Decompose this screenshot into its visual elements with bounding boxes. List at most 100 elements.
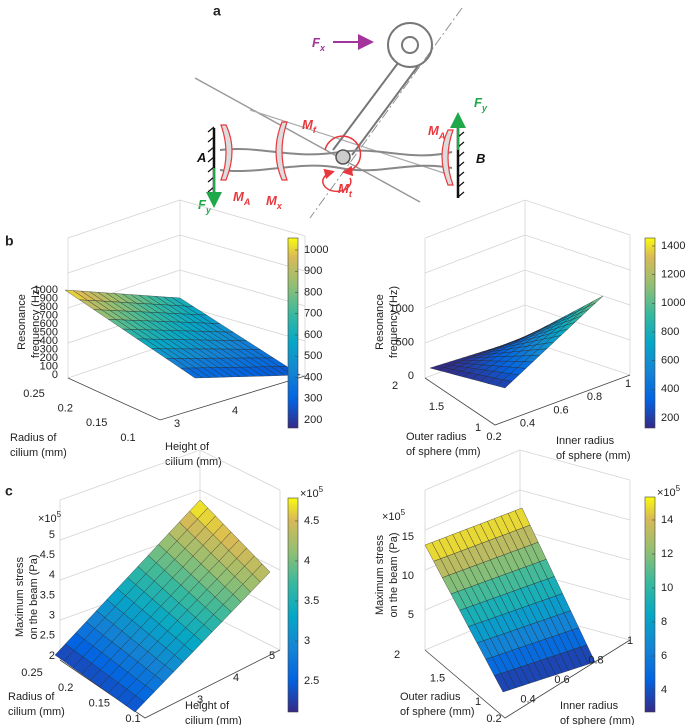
x-tick-label: 2	[392, 380, 398, 392]
colorbar-tick-label: 3	[304, 635, 310, 647]
symbol-subscript: A	[243, 197, 251, 207]
y-axis-label: cilium (mm)	[185, 715, 242, 725]
colorbar-tick-label: 900	[304, 265, 322, 277]
colorbar-tick-label: 400	[304, 371, 322, 383]
panel-label: b	[5, 233, 14, 249]
exponent-base: ×10	[38, 513, 57, 525]
surface-plot: 2 2.5 3 3.5 4 4.5 5 0.25 0.2 0.15 0.1 3 4 5 Maximum st…	[8, 449, 324, 725]
x-tick-label: 1	[475, 696, 481, 708]
grid-line	[424, 489, 631, 531]
z-axis-label: Maximum stress	[374, 534, 386, 615]
symbol-label: A	[196, 150, 206, 165]
z-axis-label: Maximum stress	[14, 556, 26, 637]
symbol-label: MA	[233, 189, 250, 207]
exponent-base: ×10	[300, 488, 319, 500]
x-axis-label: of sphere (mm)	[400, 706, 475, 718]
y-axis-label: Inner radius	[560, 700, 619, 712]
moment-arrow	[322, 168, 352, 193]
x-axis-label: Radius of	[10, 432, 57, 444]
z-tick-label: 5	[49, 529, 55, 541]
y-tick-label: 0.8	[587, 391, 602, 403]
y-tick-label: 0.4	[520, 693, 535, 705]
grid-line	[59, 489, 281, 541]
surface-plot: 0 500 1000 2 1.5 1 0.2 0.4 0.6 0.8 1 Resonance frequ…	[374, 199, 685, 462]
y-tick-label: 1	[627, 635, 633, 647]
symbol-main: F	[198, 197, 207, 212]
symbol-label: Mx	[266, 193, 283, 211]
colorbar-tick-label: 1200	[661, 269, 685, 281]
symbol-subscript: y	[481, 103, 488, 113]
symbol-label: B	[476, 151, 485, 166]
exponent-power: 5	[676, 484, 681, 493]
colorbar-tick-label: 800	[304, 286, 322, 298]
y-tick-label: 5	[269, 650, 275, 662]
symbol-label: Fy	[474, 95, 488, 113]
y-axis-label: cilium (mm)	[165, 456, 222, 468]
surface-patch	[580, 644, 596, 665]
x-tick-label: 1.5	[430, 672, 445, 684]
axis-line	[67, 375, 306, 421]
x-tick-label: 1.5	[429, 401, 444, 413]
x-tick-label: 0.15	[86, 417, 107, 429]
x-tick-label: 0.25	[21, 667, 42, 679]
colorbar-tick-label: 200	[661, 412, 679, 424]
moment-shape	[220, 121, 454, 186]
z-tick-label: 2.5	[40, 630, 55, 642]
z-tick-label: 4	[49, 569, 55, 581]
pivot	[335, 149, 351, 165]
x-tick-label: 2	[394, 649, 400, 661]
colorbar-tick-label: 700	[304, 308, 322, 320]
exponent-label: ×105	[38, 510, 62, 525]
colorbar-tick-label: 1000	[304, 244, 328, 256]
x-tick-label: 0.1	[125, 713, 140, 725]
y-tick-label: 0.2	[486, 713, 501, 725]
symbol-subscript: x	[276, 201, 283, 211]
colorbar-tick-label: 1400	[661, 240, 685, 252]
y-axis-label: Height of	[185, 700, 230, 712]
exponent-power: 5	[57, 510, 62, 519]
y-tick-label: 4	[232, 405, 238, 417]
guide-line	[249, 109, 451, 176]
symbol-subscript: t	[349, 189, 353, 199]
z-tick-label: 5	[408, 609, 414, 621]
y-tick-label: 3	[197, 694, 203, 706]
symbol-label: Fy	[198, 197, 212, 215]
z-axis-label: frequency (Hz)	[388, 286, 400, 358]
symbol-main: A	[196, 150, 206, 165]
z-tick-label: 500	[40, 326, 58, 338]
z-tick-label: 700	[40, 309, 58, 321]
z-axis-label: Resonance	[16, 294, 28, 350]
symbol-label: Mf	[302, 117, 317, 135]
colorbar-tick-label: 600	[304, 329, 322, 341]
z-tick-label: 0	[408, 370, 414, 382]
guide-line	[194, 77, 421, 203]
grid-line	[67, 234, 306, 274]
symbol-main: M	[338, 181, 350, 196]
symbol-label: Fx	[312, 35, 326, 53]
y-axis-label: Height of	[165, 441, 210, 453]
z-tick-label: 1000	[390, 303, 414, 315]
exponent-label: ×105	[382, 508, 406, 523]
y-axis-label: Inner radius	[556, 435, 615, 447]
colorbar-tick-label: 600	[661, 355, 679, 367]
z-tick-label: 2	[49, 650, 55, 662]
y-tick-label: 0.8	[588, 654, 603, 666]
x-axis-label: Outer radius	[406, 431, 467, 443]
colorbar	[287, 497, 299, 713]
colorbar-tick-label: 4	[304, 555, 310, 567]
wall-hatch	[207, 126, 465, 198]
z-tick-label: 0	[52, 369, 58, 381]
colorbar-tick-label: 6	[661, 650, 667, 662]
z-axis-label: frequency (Hz)	[30, 286, 42, 358]
colorbar-tick-label: 4	[661, 684, 667, 696]
moment-arrow	[324, 135, 362, 177]
colorbar	[287, 237, 299, 429]
symbol-main: M	[302, 117, 314, 132]
axis-line	[309, 7, 463, 219]
symbol-main: B	[476, 151, 485, 166]
symbol-subscript: A	[438, 131, 446, 141]
x-axis-label: cilium (mm)	[8, 706, 65, 718]
y-tick-label: 0.4	[520, 418, 535, 430]
x-tick-label: 0.2	[58, 403, 73, 415]
